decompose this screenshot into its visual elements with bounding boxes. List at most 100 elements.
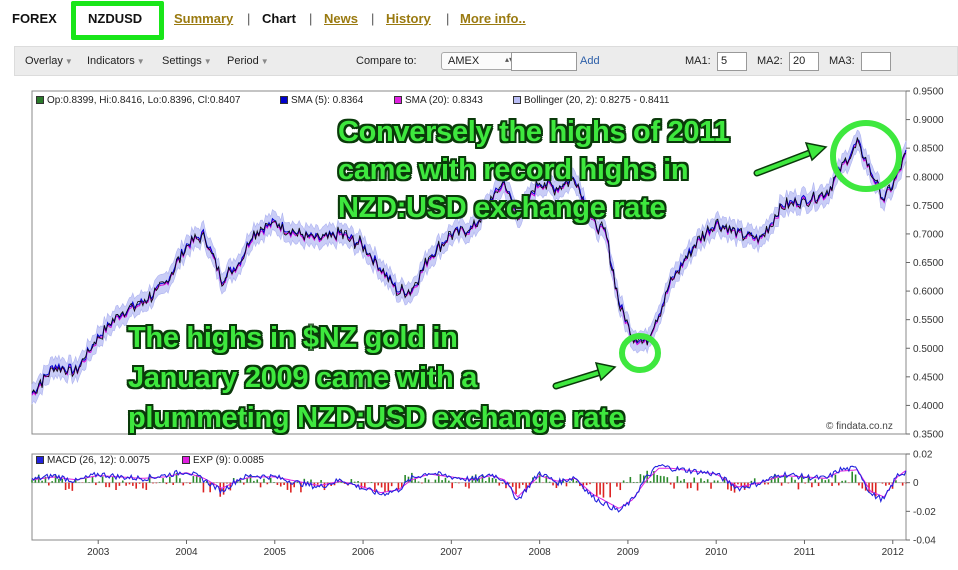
- forex-label: FOREX: [12, 11, 57, 26]
- x-tick-label: 2003: [87, 547, 110, 558]
- exp-swatch: [182, 456, 190, 464]
- macd-legend: MACD (26, 12): 0.0075: [36, 455, 150, 466]
- annotation-top-line2: came with record highs in: [338, 154, 689, 186]
- y-tick-label: 0.6000: [913, 287, 944, 298]
- y-tick-label: 0.5500: [913, 315, 944, 326]
- price-line: [31, 137, 907, 394]
- indicators-menu[interactable]: Indicators ▼: [87, 55, 145, 67]
- settings-menu[interactable]: Settings ▼: [162, 55, 212, 67]
- ma1-label: MA1:: [685, 55, 711, 67]
- annotation-bottom-line2: January 2009 came with a: [128, 362, 478, 394]
- annotation-top-line3: NZD:USD exchange rate: [338, 192, 666, 224]
- y-tick-label: 0.8000: [913, 172, 944, 183]
- nav-more-info-link[interactable]: More info..: [460, 11, 526, 26]
- x-tick-label: 2005: [264, 547, 287, 558]
- arrow-head-icon: [804, 142, 828, 162]
- period-menu[interactable]: Period ▼: [227, 55, 269, 67]
- annotation-bottom-line3: plummeting NZD:USD exchange rate: [128, 402, 625, 434]
- ma3-label: MA3:: [829, 55, 855, 67]
- x-tick-label: 2006: [352, 547, 375, 558]
- bollinger-legend: Bollinger (20, 2): 0.8275 - 0.8411: [513, 95, 669, 106]
- y-tick-label: 0.9500: [913, 87, 944, 98]
- overlay-menu[interactable]: Overlay ▼: [25, 55, 73, 67]
- macd-plot-frame: [31, 453, 907, 541]
- period-label: Period: [227, 55, 259, 67]
- y-tick-label: 0.3500: [913, 430, 944, 441]
- macd-panel: 2003 2004 2005 2006 2007 2008 2009 2010 2011 2012…: [31, 450, 936, 558]
- nav-summary-link[interactable]: Summary: [174, 11, 234, 26]
- exp-legend: EXP (9): 0.0085: [182, 455, 264, 466]
- y-tick-label: 0.6500: [913, 258, 944, 269]
- compare-select-value: AMEX: [448, 55, 480, 67]
- chevron-down-icon: ▼: [203, 57, 212, 66]
- x-tick-label: 2010: [705, 547, 728, 558]
- x-tick-label: 2012: [882, 547, 905, 558]
- ma2-input[interactable]: 20: [789, 52, 819, 71]
- exp-legend-text: EXP (9): 0.0085: [193, 455, 264, 466]
- bollinger-swatch: [513, 96, 521, 104]
- add-compare-button[interactable]: Add: [580, 55, 600, 67]
- bollinger-band: [31, 129, 907, 405]
- annotation-shapes: [552, 120, 902, 390]
- x-tick-label: 2009: [617, 547, 640, 558]
- macd-y-tick-label: -0.02: [913, 507, 936, 518]
- nav-separator: |: [247, 11, 251, 26]
- y-tick-label: 0.9000: [913, 115, 944, 126]
- macd-y-tick-label: 0.02: [913, 450, 933, 461]
- ma2-label: MA2:: [757, 55, 783, 67]
- macd-y-tick-label: -0.04: [913, 536, 936, 547]
- sma20-swatch: [394, 96, 402, 104]
- compare-label: Compare to:: [356, 55, 417, 67]
- settings-label: Settings: [162, 55, 202, 67]
- x-tick-label: 2011: [794, 547, 816, 558]
- updown-arrows-icon: ▴▾: [504, 55, 513, 64]
- sma5-legend-text: SMA (5): 0.8364: [291, 95, 364, 106]
- ohlc-legend-text: Op:0.8399, Hi:0.8416, Lo:0.8396, Cl:0.84…: [47, 95, 241, 106]
- highlight-circle-2011: [830, 120, 902, 192]
- x-tick-label: 2007: [440, 547, 463, 558]
- macd-legend-text: MACD (26, 12): 0.0075: [47, 455, 150, 466]
- nav-chart-current: Chart: [262, 11, 296, 26]
- macd-y-tick-label: 0: [913, 478, 919, 489]
- sma20-legend: SMA (20): 0.8343: [394, 95, 483, 106]
- highlight-circle-2009: [619, 333, 661, 373]
- macd-line: [31, 464, 907, 513]
- y-tick-label: 0.4500: [913, 372, 944, 383]
- nav-separator: |: [371, 11, 375, 26]
- ohlc-swatch: [36, 96, 44, 104]
- sma20-line: [31, 140, 907, 396]
- chevron-down-icon: ▼: [260, 57, 269, 66]
- main-price-panel: 0.9500 0.9000 0.8500 0.8000 0.7500 0.7000 0.65…: [31, 87, 944, 441]
- arrow-shaft: [755, 150, 814, 175]
- sma5-legend: SMA (5): 0.8364: [280, 95, 363, 106]
- ma1-input[interactable]: 5: [717, 52, 747, 71]
- arrow-shaft: [554, 370, 603, 388]
- sma20-legend-text: SMA (20): 0.8343: [405, 95, 483, 106]
- top-nav: FOREX NZDUSD Summary | Chart | News | Hi…: [0, 0, 958, 40]
- ma3-input[interactable]: [861, 52, 891, 71]
- chevron-down-icon: ▼: [136, 57, 145, 66]
- x-tick-label: 2008: [529, 547, 552, 558]
- indicators-label: Indicators: [87, 55, 135, 67]
- chevron-down-icon: ▼: [64, 57, 73, 66]
- bollinger-legend-text: Bollinger (20, 2): 0.8275 - 0.8411: [524, 95, 670, 106]
- symbol-highlight-box: [71, 1, 164, 40]
- nav-separator: |: [446, 11, 450, 26]
- annotation-bottom-line1: The highs in $NZ gold in: [128, 322, 458, 354]
- chart-toolbar: Overlay ▼ Indicators ▼ Settings ▼ Period ▼ C…: [14, 46, 958, 76]
- nav-history-link[interactable]: History: [386, 11, 431, 26]
- y-tick-label: 0.5000: [913, 344, 944, 355]
- y-tick-label: 0.7000: [913, 229, 944, 240]
- nav-news-link[interactable]: News: [324, 11, 358, 26]
- x-tick-label: 2004: [175, 547, 198, 558]
- y-tick-label: 0.7500: [913, 201, 944, 212]
- nav-separator: |: [309, 11, 313, 26]
- macd-swatch: [36, 456, 44, 464]
- annotation-top-line1: Conversely the highs of 2011: [338, 116, 730, 148]
- findata-credit: © findata.co.nz: [826, 421, 893, 432]
- y-tick-label: 0.4000: [913, 401, 944, 412]
- compare-input[interactable]: [511, 52, 577, 71]
- ohlc-legend: Op:0.8399, Hi:0.8416, Lo:0.8396, Cl:0.84…: [36, 95, 240, 106]
- sma5-swatch: [280, 96, 288, 104]
